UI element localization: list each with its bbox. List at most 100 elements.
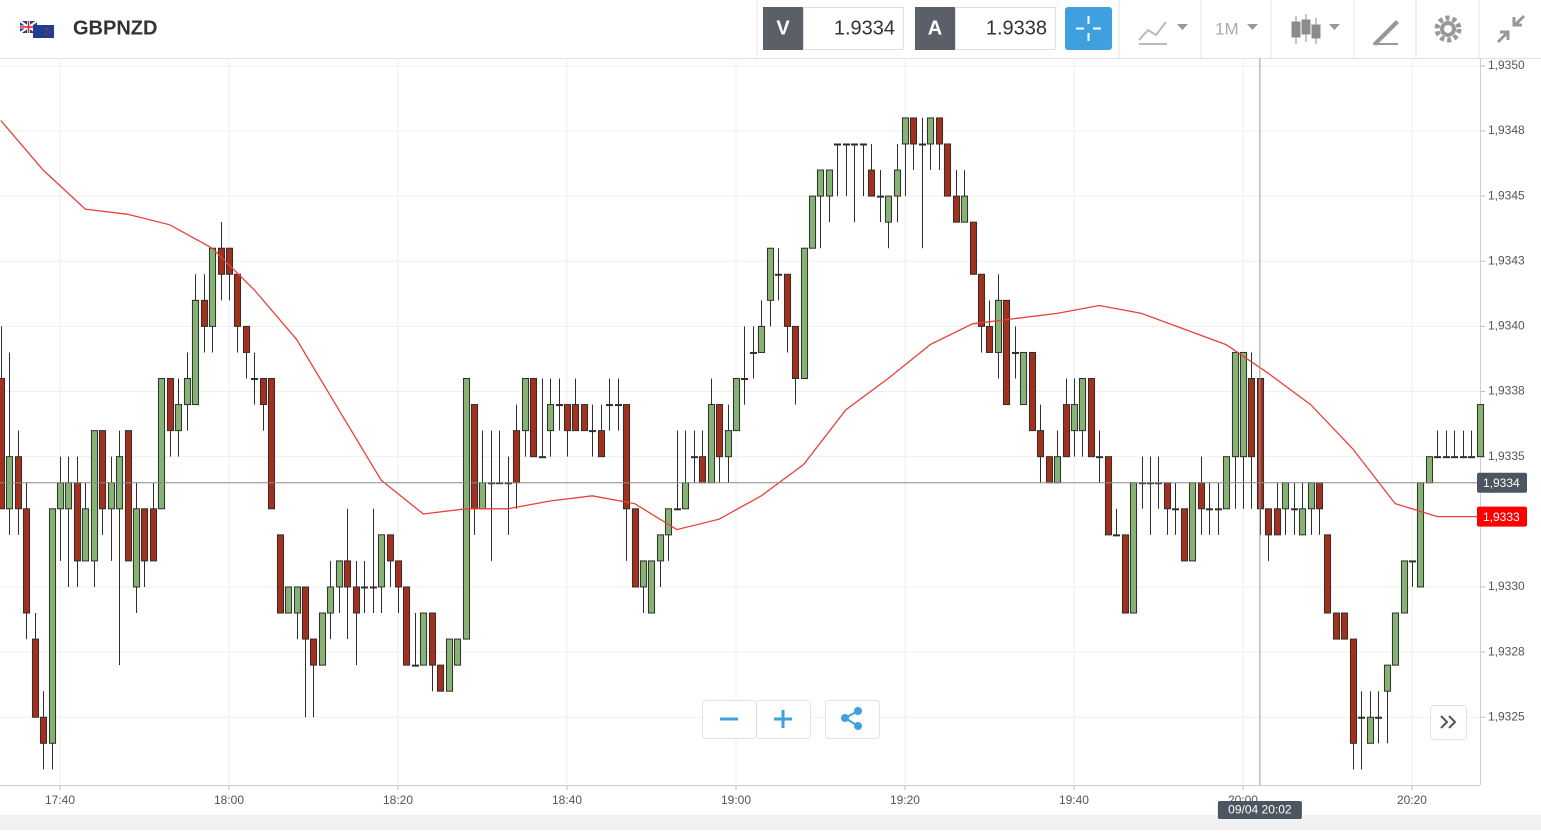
candle-body — [1205, 508, 1214, 511]
bid-box[interactable] — [803, 7, 904, 50]
candle-body — [0, 378, 6, 510]
candle-body — [1045, 456, 1054, 484]
candle-body — [1188, 482, 1197, 562]
share-button[interactable] — [825, 700, 880, 739]
candle-body — [22, 508, 31, 614]
candle-body — [1264, 508, 1273, 536]
candle-body — [563, 404, 572, 432]
candle-body — [73, 482, 82, 562]
candle-body — [445, 638, 454, 692]
collapse-button[interactable] — [1496, 14, 1526, 44]
candle-body — [664, 508, 673, 536]
candle-body — [1231, 351, 1240, 458]
candle-body — [850, 143, 859, 146]
candle-body — [140, 508, 149, 562]
candle-body — [935, 117, 944, 145]
candle-body — [901, 117, 910, 145]
candle-body — [1087, 378, 1096, 458]
candle-body — [960, 195, 969, 223]
last-price-label: 1,9334 — [1483, 476, 1520, 490]
ma-price-label: 1,9333 — [1483, 510, 1520, 524]
bid-badge — [763, 7, 803, 50]
candle-body — [1357, 716, 1366, 719]
scroll-right-button[interactable] — [1430, 705, 1467, 740]
candle-body — [124, 430, 133, 562]
candle-body — [605, 404, 614, 407]
candle-body — [1323, 534, 1332, 614]
candle-body — [369, 586, 378, 589]
candle-body — [588, 430, 597, 433]
candle-body — [825, 169, 834, 197]
candle-body — [242, 325, 251, 353]
ma-price-box — [1477, 506, 1527, 527]
candle-body — [740, 378, 749, 381]
candle-body — [715, 404, 724, 458]
candle-style-button[interactable] — [1291, 14, 1340, 44]
candle-body — [1095, 456, 1104, 459]
candle-body — [791, 325, 800, 380]
candle-body — [208, 247, 217, 327]
candle-body — [394, 560, 403, 588]
ask-box[interactable] — [955, 7, 1056, 50]
interval-button[interactable]: 1M — [1215, 19, 1258, 38]
crosshair-button[interactable] — [1065, 7, 1112, 50]
bid-label: V — [776, 17, 790, 39]
candle-body — [1112, 534, 1121, 537]
candle-body — [1239, 351, 1248, 458]
candle-body — [335, 560, 344, 588]
y-tick-label: 1,9325 — [1488, 709, 1525, 723]
candle-body — [673, 508, 682, 511]
interval: 1M — [1215, 19, 1239, 38]
candle-body — [81, 508, 90, 562]
candle-body — [1476, 404, 1485, 458]
candle-body — [217, 247, 226, 275]
candle-body — [1121, 534, 1130, 614]
candle-body — [622, 404, 631, 510]
candle-body — [555, 404, 564, 407]
settings-button[interactable] — [1434, 15, 1462, 43]
overlay: 09/04 20:02 1,9334 1,9333 — [0, 58, 1527, 819]
y-tick-label: 1,9330 — [1488, 579, 1525, 593]
candle-body — [1256, 378, 1265, 510]
candle-body — [157, 378, 166, 510]
candle-body — [893, 169, 902, 197]
candle-body — [538, 456, 547, 459]
candle-body — [529, 378, 538, 458]
candle-body — [952, 195, 961, 223]
candle-body — [1036, 430, 1045, 458]
candle-body — [1467, 456, 1476, 459]
chart-type-button[interactable] — [1138, 21, 1188, 45]
candle-body — [478, 482, 487, 510]
draw-button[interactable] — [1373, 20, 1399, 46]
zoom-in-button[interactable] — [756, 700, 811, 739]
candle-body — [614, 404, 623, 407]
candle-body — [1053, 456, 1062, 484]
candle-body — [276, 534, 285, 614]
candle-body — [1374, 716, 1383, 719]
candle-body — [842, 143, 851, 146]
y-tick-label: 1,9348 — [1488, 123, 1525, 137]
candle-body — [783, 273, 792, 327]
bid-price: 1.9334 — [834, 17, 895, 39]
candle-body — [808, 195, 817, 249]
candle-body — [1332, 612, 1341, 640]
candle-body — [884, 195, 893, 223]
candle-body — [580, 404, 589, 432]
x-tick-label: 19:00 — [721, 793, 751, 807]
last-price-box — [1477, 472, 1527, 493]
candle-body — [343, 560, 352, 588]
candle-body — [698, 456, 707, 484]
candle-body — [859, 143, 868, 146]
candle-body — [546, 404, 555, 432]
candle-body — [1408, 560, 1417, 563]
candle-body — [1391, 612, 1400, 666]
candle-body — [749, 351, 758, 354]
candle-body — [1104, 456, 1113, 536]
candle-body — [1247, 378, 1256, 458]
zoom-out-button[interactable] — [702, 700, 757, 739]
candle-body — [1180, 508, 1189, 562]
candle-body — [867, 169, 876, 197]
candle-body — [1070, 404, 1079, 432]
candle-body — [191, 299, 200, 406]
candle-body — [132, 508, 141, 588]
